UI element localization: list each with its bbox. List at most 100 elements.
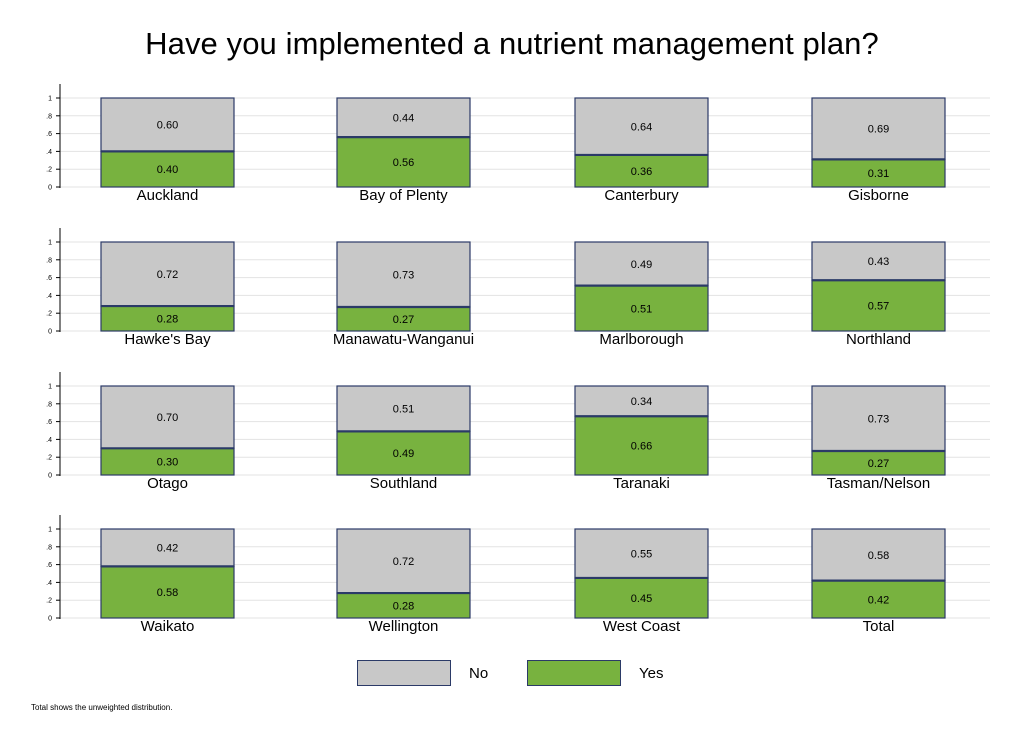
legend-swatch-no (357, 660, 451, 686)
y-tick-label: .4 (46, 149, 52, 156)
data-label-no: 0.51 (393, 404, 414, 416)
y-tick-label: .2 (46, 455, 52, 462)
legend-label-no: No (469, 664, 489, 682)
data-label-no: 0.73 (868, 413, 889, 425)
data-label-no: 0.42 (157, 543, 178, 555)
bar-yes (574, 154, 709, 188)
y-tick-label: 0 (48, 473, 52, 480)
y-tick-label: .2 (46, 311, 52, 318)
y-tick-label: .2 (46, 167, 52, 174)
data-label-no: 0.43 (868, 256, 889, 268)
data-label-yes: 0.36 (631, 166, 652, 178)
bar-no (811, 385, 946, 452)
data-label-no: 0.34 (631, 396, 652, 408)
panel-label: Waikato (141, 618, 195, 635)
bar-no (336, 97, 471, 138)
y-tick-label: .6 (46, 419, 52, 426)
legend-item-yes: Yes (527, 660, 663, 686)
footnote: Total shows the unweighted distribution. (31, 703, 173, 712)
panel-label: Otago (147, 475, 188, 492)
data-label-yes: 0.66 (631, 441, 652, 453)
bar-no (574, 97, 709, 156)
data-label-no: 0.58 (868, 550, 889, 562)
bar-yes (811, 279, 946, 332)
panel-label: Southland (370, 475, 438, 492)
data-label-no: 0.49 (631, 259, 652, 271)
data-label-yes: 0.51 (631, 303, 652, 315)
y-tick-label: .8 (46, 401, 52, 408)
bar-yes (100, 305, 235, 332)
panel-label: Gisborne (848, 187, 909, 204)
y-tick-label: .6 (46, 562, 52, 569)
bar-yes (574, 415, 709, 476)
data-label-yes: 0.42 (868, 594, 889, 606)
y-tick-label: .8 (46, 544, 52, 551)
bar-no (574, 241, 709, 287)
data-label-yes: 0.27 (393, 314, 414, 326)
data-label-yes: 0.27 (868, 458, 889, 470)
data-label-no: 0.44 (393, 113, 414, 125)
bar-yes (811, 580, 946, 619)
bar-yes (100, 150, 235, 188)
y-tick-label: .4 (46, 293, 52, 300)
bar-yes (336, 430, 471, 476)
bar-yes (336, 592, 471, 619)
legend-item-no: No (357, 660, 488, 686)
legend-swatch-yes (527, 660, 621, 686)
data-label-yes: 0.58 (157, 587, 178, 599)
bar-yes (574, 577, 709, 619)
panel-label: West Coast (603, 618, 681, 635)
panel-label: Northland (846, 331, 911, 348)
y-tick-label: 0 (48, 616, 52, 623)
data-label-yes: 0.28 (157, 314, 178, 326)
panel-label: Manawatu-Wanganui (333, 331, 474, 348)
bar-no (100, 528, 235, 567)
chart-title: Have you implemented a nutrient manageme… (145, 26, 879, 61)
data-label-yes: 0.40 (157, 164, 178, 176)
data-label-no: 0.73 (393, 269, 414, 281)
bar-no (811, 528, 946, 582)
panel-label: Taranaki (613, 475, 670, 492)
y-tick-label: 1 (48, 527, 52, 534)
y-tick-label: 1 (48, 96, 52, 103)
data-label-yes: 0.49 (393, 448, 414, 460)
data-label-no: 0.64 (631, 121, 652, 133)
panel-label: Bay of Plenty (359, 187, 448, 204)
bar-yes (100, 447, 235, 476)
bar-yes (100, 565, 235, 619)
bar-no (336, 528, 471, 594)
legend-label-yes: Yes (639, 664, 664, 682)
bar-no (100, 241, 235, 307)
data-label-no: 0.69 (868, 124, 889, 136)
data-label-no: 0.72 (157, 269, 178, 281)
panel-label: Canterbury (604, 187, 679, 204)
data-label-yes: 0.30 (157, 457, 178, 469)
bar-no (574, 385, 709, 417)
y-tick-label: .8 (46, 113, 52, 120)
bar-yes (336, 306, 471, 332)
data-label-no: 0.55 (631, 548, 652, 560)
data-label-no: 0.70 (157, 412, 178, 424)
y-tick-label: .4 (46, 580, 52, 587)
y-tick-label: .6 (46, 131, 52, 138)
panel-label: Hawke's Bay (124, 331, 211, 348)
y-tick-label: 1 (48, 384, 52, 391)
data-label-yes: 0.31 (868, 168, 889, 180)
y-tick-label: 0 (48, 185, 52, 192)
y-tick-label: .8 (46, 257, 52, 264)
data-label-yes: 0.28 (393, 601, 414, 613)
panel-label: Marlborough (599, 331, 683, 348)
panel-label: Auckland (137, 187, 199, 204)
y-tick-label: 0 (48, 329, 52, 336)
bar-yes (574, 285, 709, 332)
bar-no (336, 241, 471, 308)
bar-no (336, 385, 471, 432)
panel-label: Wellington (369, 618, 439, 635)
bar-no (574, 528, 709, 579)
y-tick-label: .2 (46, 598, 52, 605)
data-label-yes: 0.57 (868, 301, 889, 313)
y-tick-label: .4 (46, 437, 52, 444)
panel-label: Tasman/Nelson (827, 475, 930, 492)
bar-no (811, 97, 946, 161)
